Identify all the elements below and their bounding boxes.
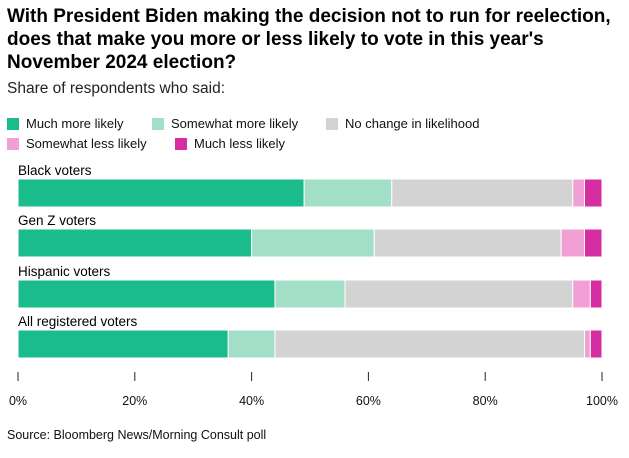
category-label: Gen Z voters	[18, 213, 96, 228]
bar-segment	[583, 178, 603, 208]
bar-segment	[560, 228, 585, 258]
chart-subtitle: Share of respondents who said:	[7, 80, 225, 97]
chart-title: With President Biden making the decision…	[7, 6, 611, 73]
legend-swatch	[326, 117, 338, 130]
x-tick-label: 20%	[122, 394, 147, 408]
bar-segment	[17, 279, 276, 309]
bar-segment	[583, 228, 603, 258]
bar-segment	[373, 228, 562, 258]
legend-item: Somewhat less likely	[7, 136, 147, 151]
bar-segment	[303, 178, 393, 208]
category-label: Black voters	[18, 163, 92, 178]
bar-segment	[589, 279, 603, 309]
source-note: Source: Bloomberg News/Morning Consult p…	[7, 428, 267, 442]
legend-item: Much less likely	[175, 136, 285, 151]
legend-swatch	[7, 117, 19, 130]
legend-item: Somewhat more likely	[152, 116, 298, 131]
bar-segment	[274, 279, 346, 309]
legend-item: No change in likelihood	[326, 116, 479, 131]
x-tick-label: 100%	[586, 394, 618, 408]
bar-segment	[251, 228, 375, 258]
x-tick-label: 80%	[473, 394, 498, 408]
legend-label: Somewhat more likely	[171, 116, 299, 131]
x-tick-label: 60%	[356, 394, 381, 408]
bar-segment	[17, 329, 229, 359]
bar-segment	[589, 329, 603, 359]
x-tick-label: 0%	[9, 394, 27, 408]
legend-label: Much more likely	[26, 116, 124, 131]
legend-swatch	[175, 137, 187, 150]
bar-segment	[572, 279, 591, 309]
legend-label: Somewhat less likely	[26, 136, 147, 151]
bar-segment	[17, 178, 305, 208]
legend-label: No change in likelihood	[345, 116, 480, 131]
bar-segment	[583, 329, 591, 359]
legend-label: Much less likely	[194, 136, 286, 151]
bar-segment	[391, 178, 574, 208]
category-label: All registered voters	[18, 314, 138, 329]
bar-segment	[572, 178, 585, 208]
legend-swatch	[152, 117, 164, 130]
bar-segment	[227, 329, 276, 359]
legend-swatch	[7, 137, 19, 150]
bar-segment	[344, 279, 574, 309]
category-label: Hispanic voters	[18, 264, 111, 279]
legend-item: Much more likely	[7, 116, 124, 131]
bar-segment	[17, 228, 253, 258]
x-tick-label: 40%	[239, 394, 264, 408]
bar-segment	[274, 329, 585, 359]
